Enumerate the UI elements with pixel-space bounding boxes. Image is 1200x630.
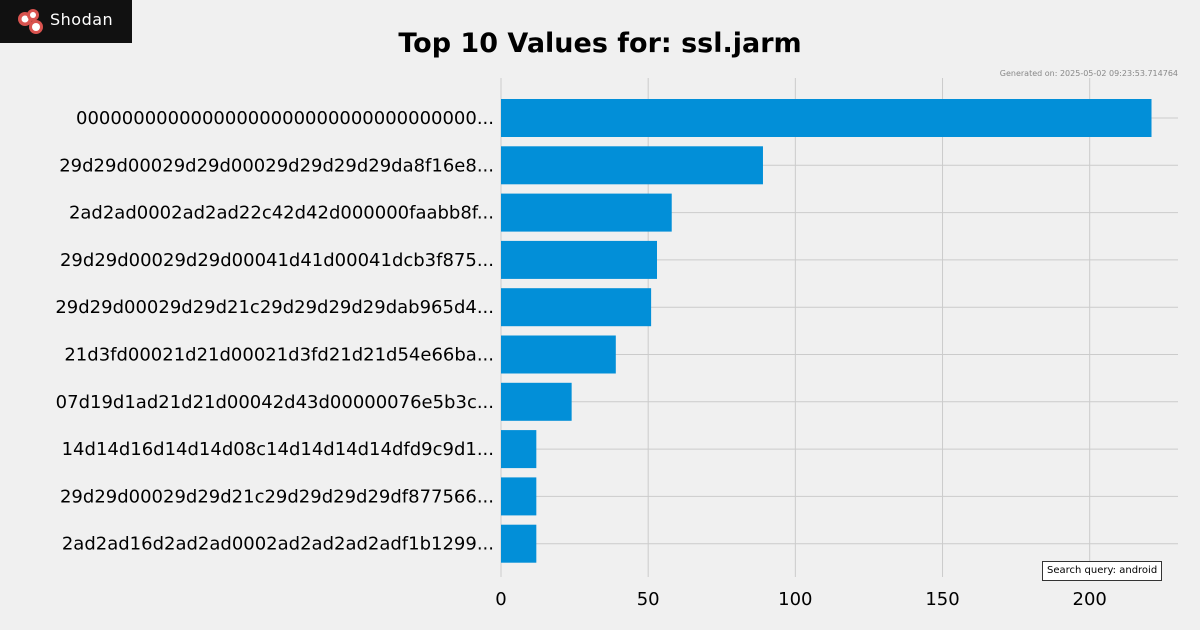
- x-tick-label: 100: [778, 589, 812, 610]
- bar: [501, 430, 537, 469]
- bar: [501, 335, 616, 374]
- category-labels: 00000000000000000000000000000000000... 29…: [55, 108, 494, 555]
- category-label: 29d29d00029d29d00029d29d29d29da8f16e8...: [59, 155, 494, 176]
- category-label: 21d3fd00021d21d00021d3fd21d21d54e66ba...: [64, 345, 494, 366]
- bar: [501, 99, 1152, 137]
- category-label: 14d14d16d14d14d08c14d14d14d14dfd9c9d1...: [62, 439, 494, 460]
- category-label: 00000000000000000000000000000000000...: [76, 108, 494, 129]
- bar: [501, 477, 537, 516]
- bars: [501, 99, 1152, 563]
- category-label: 29d29d00029d29d00041d41d00041dcb3f875...: [60, 250, 494, 271]
- x-tick-label: 200: [1073, 589, 1107, 610]
- chart-title: Top 10 Values for: ssl.jarm: [398, 28, 802, 59]
- bar: [501, 146, 763, 185]
- category-label: 29d29d00029d29d21c29d29d29d29dab965d4...: [55, 297, 494, 318]
- category-label: 2ad2ad0002ad2ad22c42d42d000000faabb8f...: [69, 203, 494, 224]
- category-label: 07d19d1ad21d21d00042d43d00000076e5b3c...: [56, 392, 494, 413]
- category-label: 29d29d00029d29d21c29d29d29d29df877566...: [60, 486, 494, 507]
- category-label: 2ad2ad16d2ad2ad0002ad2ad2ad2adf1b1299...: [62, 534, 494, 555]
- search-query-box: Search query: android: [1042, 561, 1163, 581]
- generated-timestamp: Generated on: 2025-05-02 09:23:53.714764: [999, 69, 1178, 78]
- bar: [501, 288, 652, 327]
- shodan-logo: Shodan: [0, 0, 132, 43]
- bar: [501, 240, 658, 279]
- x-tick-label: 50: [637, 589, 660, 610]
- x-tick-label: 150: [925, 589, 959, 610]
- bar: [501, 193, 672, 232]
- shodan-logo-icon: [18, 9, 43, 34]
- x-tick-label: 0: [495, 589, 506, 610]
- brand-name: Shodan: [50, 10, 114, 29]
- bar: [501, 524, 537, 563]
- x-tick-labels: 0 50 100 150 200: [495, 589, 1107, 610]
- bar: [501, 382, 572, 421]
